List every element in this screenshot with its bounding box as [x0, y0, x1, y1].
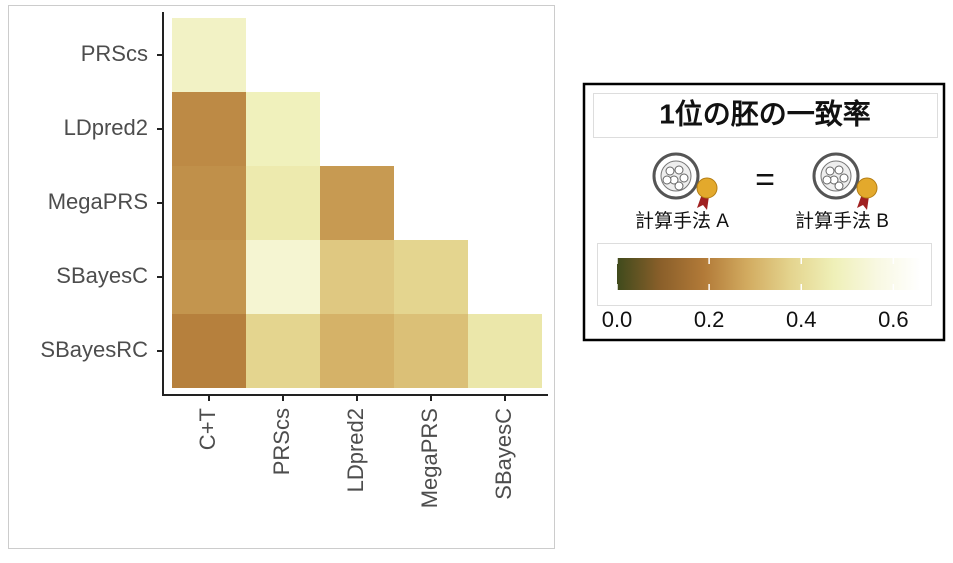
y-tick-label: MegaPRS: [48, 189, 148, 214]
y-tick-label: LDpred2: [64, 115, 148, 140]
x-tick-label: SBayesC: [491, 408, 516, 500]
x-tick-label: C+T: [195, 408, 220, 450]
legend-left-label: 計算手法 A: [635, 210, 729, 232]
x-tick-label: PRScs: [269, 408, 294, 475]
heatmap-cell: [320, 314, 394, 388]
heatmap-cell: [172, 18, 246, 92]
heatmap-cell: [172, 166, 246, 240]
heatmap-cell: [320, 240, 394, 314]
legend-title: 1位の胚の一致率: [659, 97, 871, 129]
heatmap-cell: [468, 314, 542, 388]
y-tick-label: PRScs: [81, 41, 148, 66]
heatmap-cell: [172, 240, 246, 314]
legend-title-box: [593, 93, 938, 138]
heatmap-cell: [394, 314, 468, 388]
y-tick-label: SBayesRC: [40, 337, 148, 362]
legend-right-label: 計算手法 B: [795, 210, 889, 232]
x-tick-label: MegaPRS: [417, 408, 442, 508]
heatmap-cell: [320, 166, 394, 240]
heatmap-cell: [172, 314, 246, 388]
heatmap-cell: [246, 92, 320, 166]
x-tick-label: LDpred2: [343, 408, 368, 492]
equals-sign: =: [755, 161, 775, 199]
y-tick-label: SBayesC: [56, 263, 148, 288]
heatmap-cell: [246, 166, 320, 240]
colorbar: [617, 258, 921, 290]
embryo-icon: [812, 152, 878, 210]
colorbar-tick-label: 0.6: [878, 307, 909, 332]
colorbar-tick-label: 0.2: [694, 307, 725, 332]
heatmap-cell: [246, 240, 320, 314]
colorbar-tick-label: 0.0: [602, 307, 633, 332]
colorbar-tick-label: 0.4: [786, 307, 817, 332]
heatmap-cell: [246, 314, 320, 388]
heatmap-cell: [394, 240, 468, 314]
heatmap-cell: [172, 92, 246, 166]
embryo-icon: [652, 152, 718, 210]
